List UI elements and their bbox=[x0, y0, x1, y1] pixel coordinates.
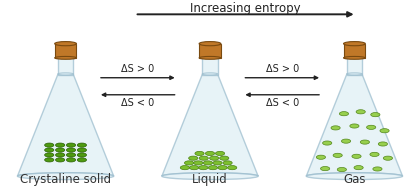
Circle shape bbox=[199, 156, 208, 160]
Circle shape bbox=[341, 139, 351, 143]
Ellipse shape bbox=[344, 56, 365, 59]
Polygon shape bbox=[199, 44, 221, 58]
Circle shape bbox=[77, 148, 87, 152]
Circle shape bbox=[189, 156, 198, 160]
Circle shape bbox=[45, 148, 54, 152]
Circle shape bbox=[195, 151, 204, 156]
Text: Liquid: Liquid bbox=[192, 173, 228, 186]
Ellipse shape bbox=[58, 73, 73, 75]
Circle shape bbox=[77, 158, 87, 162]
Ellipse shape bbox=[55, 42, 76, 46]
Ellipse shape bbox=[347, 73, 362, 75]
Circle shape bbox=[350, 124, 359, 128]
Text: Increasing entropy: Increasing entropy bbox=[190, 2, 301, 15]
Circle shape bbox=[45, 158, 54, 162]
Ellipse shape bbox=[162, 173, 258, 180]
Circle shape bbox=[337, 167, 346, 172]
Circle shape bbox=[380, 129, 389, 133]
Polygon shape bbox=[58, 57, 73, 75]
Ellipse shape bbox=[199, 42, 221, 46]
Circle shape bbox=[210, 156, 219, 160]
Circle shape bbox=[367, 125, 376, 129]
Circle shape bbox=[378, 142, 388, 146]
Polygon shape bbox=[162, 74, 258, 176]
Circle shape bbox=[45, 143, 54, 147]
Circle shape bbox=[55, 153, 65, 157]
Circle shape bbox=[66, 143, 76, 147]
Circle shape bbox=[215, 151, 225, 156]
Circle shape bbox=[189, 166, 199, 170]
Circle shape bbox=[55, 143, 65, 147]
Circle shape bbox=[77, 143, 87, 147]
Circle shape bbox=[316, 155, 326, 159]
Circle shape bbox=[331, 126, 340, 130]
Circle shape bbox=[223, 161, 232, 165]
Circle shape bbox=[213, 161, 222, 165]
Circle shape bbox=[373, 167, 382, 171]
Text: ΔS < 0: ΔS < 0 bbox=[265, 98, 299, 108]
Ellipse shape bbox=[344, 42, 365, 46]
Circle shape bbox=[205, 151, 215, 156]
Circle shape bbox=[323, 141, 332, 145]
Circle shape bbox=[383, 156, 393, 160]
Circle shape bbox=[55, 148, 65, 152]
Circle shape bbox=[180, 166, 189, 170]
Circle shape bbox=[218, 166, 227, 170]
Polygon shape bbox=[347, 57, 362, 75]
Text: ΔS > 0: ΔS > 0 bbox=[265, 64, 299, 74]
Circle shape bbox=[333, 153, 342, 157]
Circle shape bbox=[66, 148, 76, 152]
Circle shape bbox=[371, 113, 380, 117]
Circle shape bbox=[66, 153, 76, 157]
Polygon shape bbox=[55, 44, 76, 58]
Circle shape bbox=[194, 161, 203, 165]
Polygon shape bbox=[344, 44, 365, 58]
Circle shape bbox=[184, 161, 194, 165]
Ellipse shape bbox=[55, 56, 76, 59]
Circle shape bbox=[77, 153, 87, 157]
Polygon shape bbox=[202, 57, 218, 75]
Circle shape bbox=[203, 161, 213, 165]
Circle shape bbox=[208, 166, 218, 170]
Polygon shape bbox=[306, 74, 402, 176]
Circle shape bbox=[339, 112, 349, 116]
Circle shape bbox=[320, 166, 330, 171]
Ellipse shape bbox=[18, 173, 114, 180]
Circle shape bbox=[370, 152, 379, 156]
Circle shape bbox=[55, 158, 65, 162]
Text: Crystaline solid: Crystaline solid bbox=[20, 173, 111, 186]
Text: ΔS > 0: ΔS > 0 bbox=[121, 64, 155, 74]
Circle shape bbox=[228, 166, 237, 170]
Circle shape bbox=[220, 156, 229, 160]
Circle shape bbox=[360, 140, 370, 144]
Ellipse shape bbox=[306, 173, 402, 180]
Text: ΔS < 0: ΔS < 0 bbox=[121, 98, 155, 108]
Polygon shape bbox=[18, 74, 114, 176]
Circle shape bbox=[199, 166, 208, 170]
Circle shape bbox=[352, 154, 361, 158]
Circle shape bbox=[45, 153, 54, 157]
Ellipse shape bbox=[199, 56, 221, 59]
Ellipse shape bbox=[202, 73, 218, 75]
Circle shape bbox=[356, 110, 365, 114]
Text: Gas: Gas bbox=[343, 173, 366, 186]
Circle shape bbox=[66, 158, 76, 162]
Circle shape bbox=[354, 166, 363, 170]
